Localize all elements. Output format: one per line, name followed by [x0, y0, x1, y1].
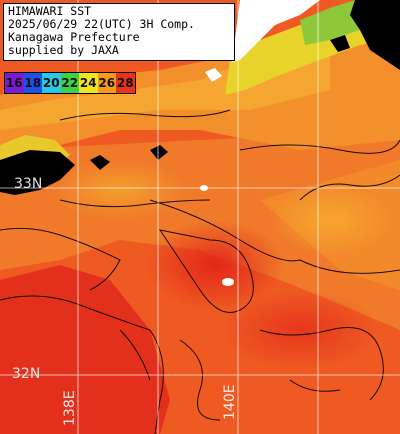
- land-island: [222, 278, 234, 286]
- title-line-3: Kanagawa Prefecture: [8, 30, 140, 44]
- title-line-2: 2025/06/29 22(UTC) 3H Comp.: [8, 17, 195, 31]
- land-small: [205, 68, 222, 82]
- cloud-north-east: [350, 0, 400, 70]
- legend-cell-28: 28: [116, 73, 135, 93]
- legend-cell-22: 22: [60, 73, 79, 93]
- legend-cell-16: 16: [5, 73, 24, 93]
- legend-cell-18: 18: [23, 73, 42, 93]
- sea-hot-south: [0, 265, 170, 434]
- legend-cell-24: 24: [79, 73, 98, 93]
- land-peninsula: [232, 0, 320, 62]
- cloud-small-1: [90, 155, 110, 170]
- title-line-4: supplied by JAXA: [8, 43, 119, 57]
- cloud-small-2: [150, 145, 168, 160]
- cloud-small-3: [330, 35, 350, 52]
- cloud-west: [0, 150, 75, 195]
- legend-cell-20: 20: [42, 73, 61, 93]
- lon-label-west: 138E: [62, 390, 78, 426]
- lon-label-east: 140E: [222, 384, 238, 420]
- lat-label-south: 32N: [12, 366, 41, 382]
- title-line-1: HIMAWARI SST: [8, 4, 92, 18]
- color-legend: 16 18 20 22 24 26 28: [4, 72, 136, 94]
- sea-hot-east: [220, 290, 380, 370]
- lat-label-north: 33N: [14, 176, 43, 192]
- legend-cell-26: 26: [97, 73, 116, 93]
- sea-cool-patch: [270, 185, 390, 255]
- sea-hot-center: [145, 220, 285, 310]
- title-box: HIMAWARI SST 2025/06/29 22(UTC) 3H Comp. K…: [3, 3, 235, 61]
